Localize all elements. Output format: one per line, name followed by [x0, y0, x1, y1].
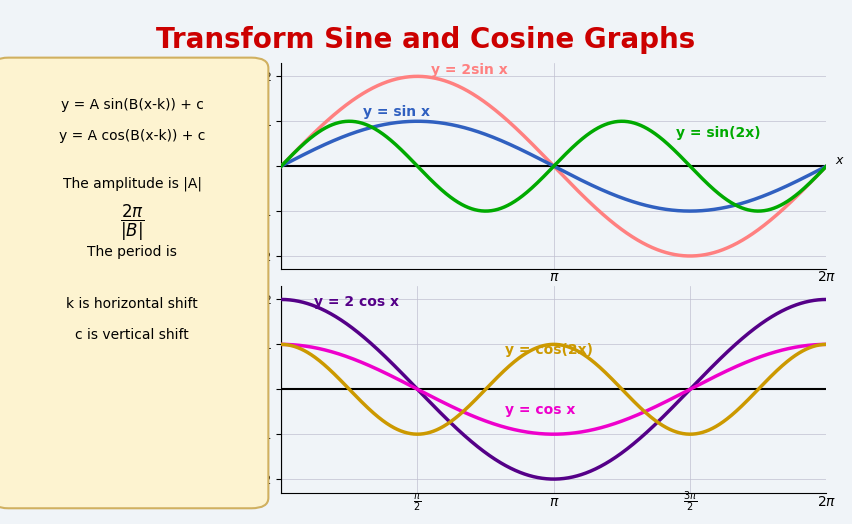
Text: k is horizontal shift: k is horizontal shift: [66, 297, 198, 311]
Text: $\dfrac{2\pi}{|B|}$: $\dfrac{2\pi}{|B|}$: [120, 203, 144, 243]
Text: y = sin(2x): y = sin(2x): [676, 126, 761, 140]
Text: $2\pi$: $2\pi$: [817, 270, 836, 283]
Text: $2\pi$: $2\pi$: [817, 495, 836, 509]
Text: x: x: [835, 154, 843, 167]
Text: $\pi$: $\pi$: [549, 495, 559, 509]
Text: $\frac{\pi}{2}$: $\frac{\pi}{2}$: [413, 492, 422, 513]
Text: y = cos x: y = cos x: [504, 403, 575, 417]
Text: The amplitude is |A|: The amplitude is |A|: [62, 176, 202, 191]
Text: y = sin x: y = sin x: [363, 105, 430, 119]
Text: y = A cos(B(x-k)) + c: y = A cos(B(x-k)) + c: [59, 129, 205, 143]
Text: $\pi$: $\pi$: [549, 270, 559, 283]
Text: c is vertical shift: c is vertical shift: [75, 329, 189, 342]
Text: y = A sin(B(x-k)) + c: y = A sin(B(x-k)) + c: [60, 98, 204, 112]
Text: y = 2sin x: y = 2sin x: [431, 63, 508, 77]
Text: y = 2 cos x: y = 2 cos x: [314, 295, 399, 309]
Text: The period is: The period is: [87, 245, 177, 258]
Text: $\frac{3\pi}{2}$: $\frac{3\pi}{2}$: [683, 489, 697, 514]
Text: y = cos(2x): y = cos(2x): [504, 343, 593, 357]
Text: Transform Sine and Cosine Graphs: Transform Sine and Cosine Graphs: [157, 26, 695, 54]
